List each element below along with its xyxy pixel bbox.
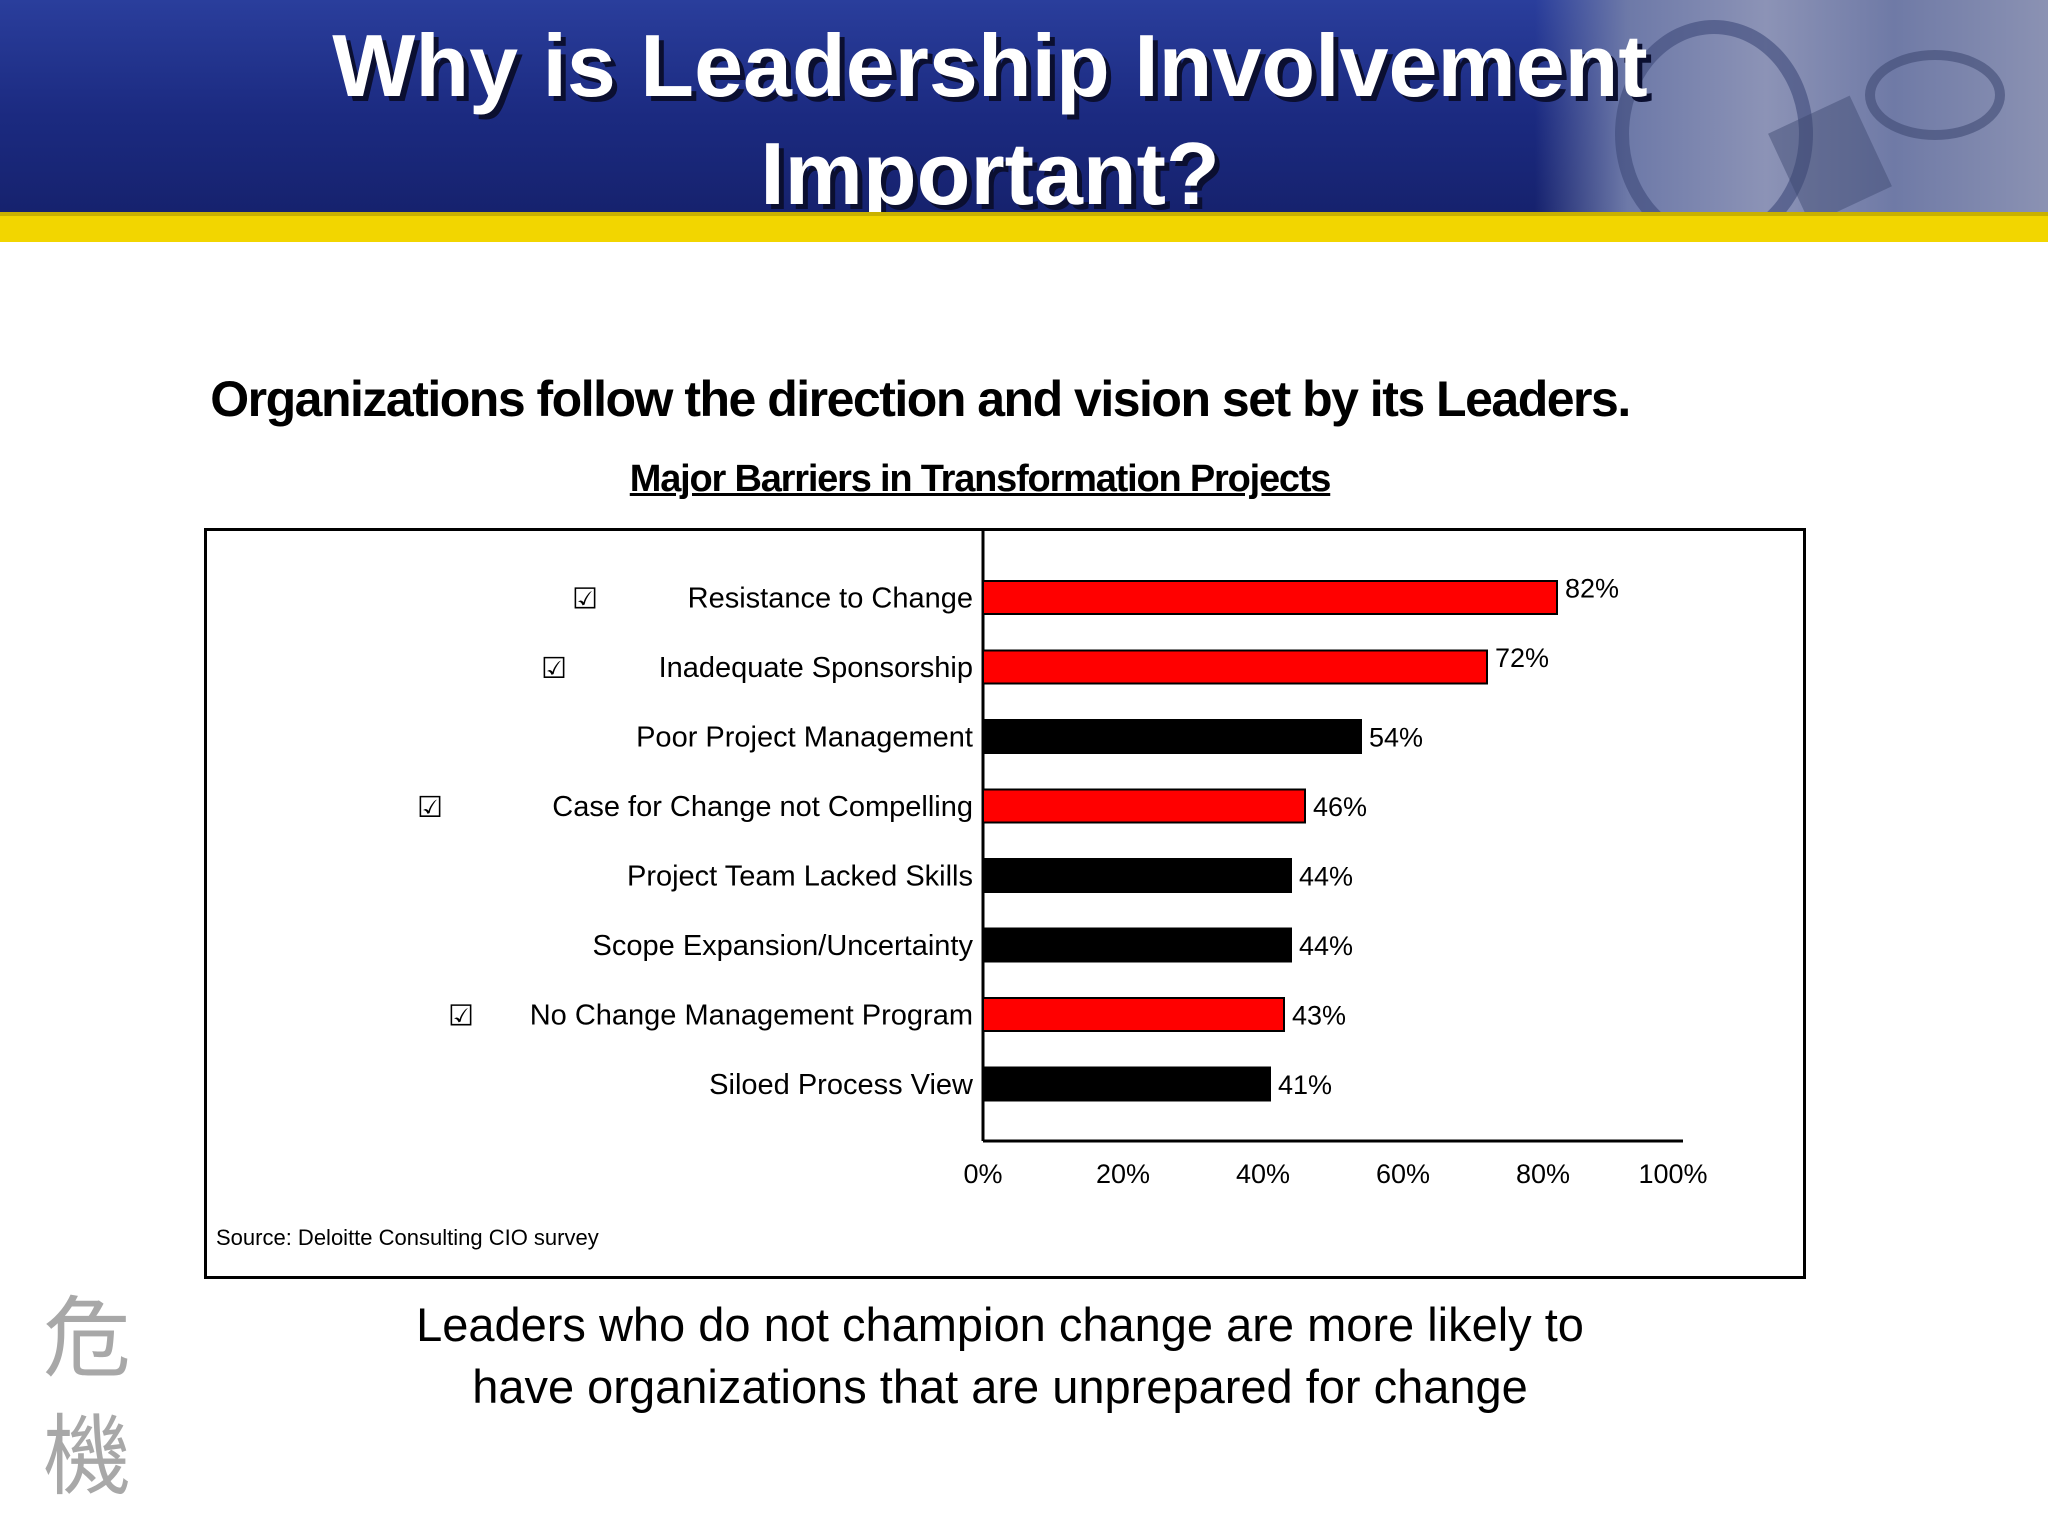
data-label: 82% (1565, 574, 1619, 604)
category-label: Poor Project Management (636, 722, 973, 754)
x-tick-label: 80% (1516, 1159, 1570, 1189)
bar (982, 858, 1292, 893)
data-label: 41% (1278, 1070, 1332, 1100)
source-note: Source: Deloitte Consulting CIO survey (216, 1225, 599, 1250)
bar (982, 649, 1488, 685)
x-tick-label: 60% (1376, 1159, 1430, 1189)
bar (982, 788, 1306, 824)
x-tick-label: 40% (1236, 1159, 1290, 1189)
data-label: 44% (1299, 931, 1353, 961)
checkbox-icon: ☑ (448, 1001, 474, 1033)
data-label: 72% (1495, 643, 1549, 673)
crisis-kanji-logo: 危機 (42, 1287, 131, 1508)
checkbox-icon: ☑ (572, 584, 598, 616)
chart-frame: 0% 20% 40% 60% 80% 100% Resistance to Change 82… (204, 528, 1806, 1279)
header-photo (1535, 0, 2048, 212)
category-label: Case for Change not Compelling (552, 791, 973, 823)
data-label: 54% (1369, 723, 1423, 753)
slide-title: Why is Leadership Involvement Important? (332, 16, 1648, 223)
data-label: 43% (1292, 1001, 1346, 1031)
bar (982, 719, 1362, 754)
header-photo-shape (1865, 50, 2005, 140)
x-tick-label: 100% (1638, 1159, 1707, 1189)
category-label: Project Team Lacked Skills (627, 861, 973, 893)
category-label: Resistance to Change (688, 583, 973, 615)
category-label: No Change Management Program (530, 1000, 973, 1032)
header-stripe (0, 212, 2048, 242)
category-label: Inadequate Sponsorship (659, 652, 973, 684)
data-label: 44% (1299, 862, 1353, 892)
chart-title: Major Barriers in Transformation Project… (629, 458, 1332, 500)
bar (982, 580, 1558, 615)
checkbox-icon: ☑ (541, 653, 567, 685)
bar (982, 997, 1285, 1032)
bar (982, 927, 1292, 963)
header-banner: Why is Leadership Involvement Important? (0, 0, 2048, 223)
slide-subtitle: Organizations follow the direction and v… (210, 371, 1631, 427)
data-label: 46% (1313, 792, 1367, 822)
x-tick-label: 0% (963, 1159, 1002, 1189)
conclusion-text: Leaders who do not champion change are m… (416, 1298, 1584, 1413)
category-label: Siloed Process View (709, 1069, 974, 1101)
x-tick-label: 20% (1096, 1159, 1150, 1189)
checkbox-icon: ☑ (417, 792, 443, 824)
bar (982, 1066, 1271, 1102)
category-label: Scope Expansion/Uncertainty (593, 930, 974, 962)
bar-chart: 0% 20% 40% 60% 80% 100% Resistance to Change 82… (417, 531, 1708, 1189)
